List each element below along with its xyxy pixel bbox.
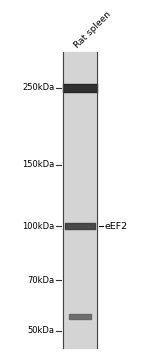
Text: 50kDa: 50kDa xyxy=(27,327,54,335)
Text: 100kDa: 100kDa xyxy=(22,222,54,231)
Text: 250kDa: 250kDa xyxy=(22,83,54,92)
Text: 150kDa: 150kDa xyxy=(22,160,54,169)
Text: eEF2: eEF2 xyxy=(104,222,127,231)
Text: Rat spleen: Rat spleen xyxy=(72,10,112,50)
Text: 70kDa: 70kDa xyxy=(27,276,54,285)
